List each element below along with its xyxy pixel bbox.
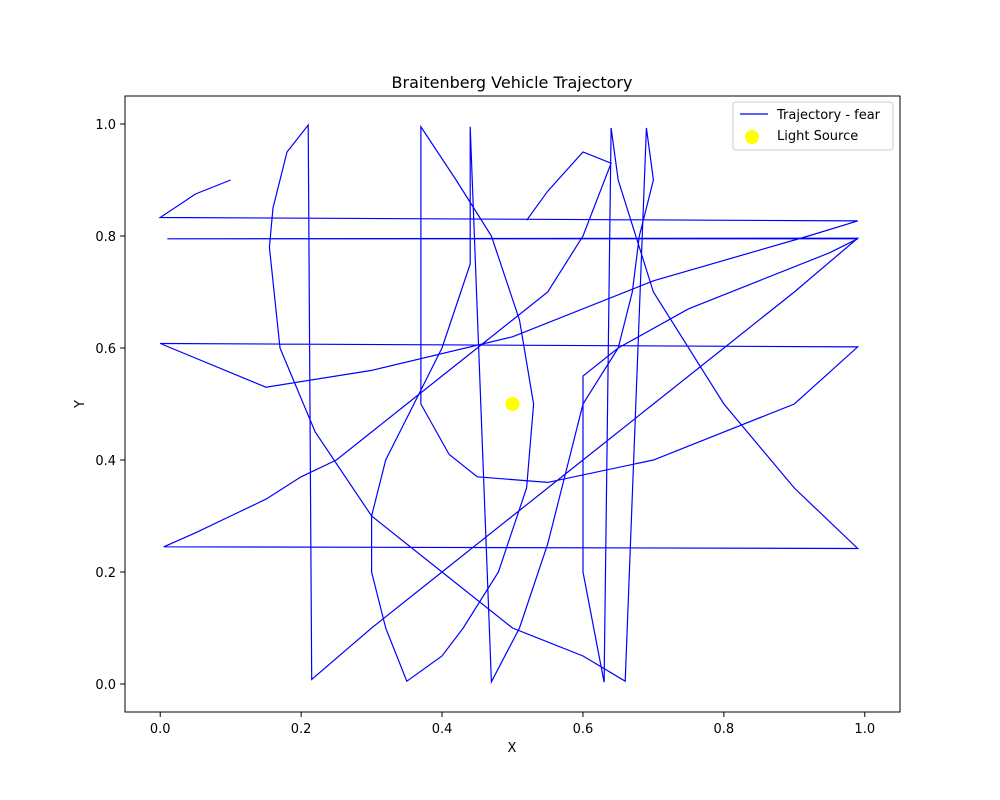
x-axis: 0.0 0.2 0.4 0.6 0.8 1.0 (150, 712, 875, 737)
y-tick-label: 0.0 (95, 678, 116, 693)
plot-area (158, 123, 860, 685)
trajectory-fear-line (158, 123, 860, 685)
x-tick-label: 0.2 (291, 722, 312, 737)
x-tick-label: 0.6 (573, 722, 594, 737)
axes-frame (124, 95, 901, 713)
y-tick-label: 1.0 (95, 118, 116, 133)
y-tick-label: 0.6 (95, 342, 116, 357)
chart-title: Braitenberg Vehicle Trajectory (392, 73, 633, 92)
legend-light-source-marker (745, 130, 759, 144)
y-tick-label: 0.8 (95, 230, 116, 245)
y-axis-label: Y (73, 400, 88, 409)
legend-trajectory-label: Trajectory - fear (776, 108, 881, 123)
x-tick-label: 0.8 (714, 722, 735, 737)
x-tick-label: 0.4 (432, 722, 453, 737)
legend: Trajectory - fear Light Source (732, 101, 894, 151)
x-tick-label: 1.0 (854, 722, 875, 737)
x-axis-label: X (508, 741, 517, 756)
legend-light-source-label: Light Source (777, 129, 858, 144)
y-tick-label: 0.4 (95, 454, 116, 469)
y-tick-label: 0.2 (95, 566, 116, 581)
legend-box (732, 101, 894, 151)
x-tick-label: 0.0 (150, 722, 171, 737)
y-axis: 0.0 0.2 0.4 0.6 0.8 1.0 (95, 118, 125, 693)
light-source-point (505, 397, 520, 411)
